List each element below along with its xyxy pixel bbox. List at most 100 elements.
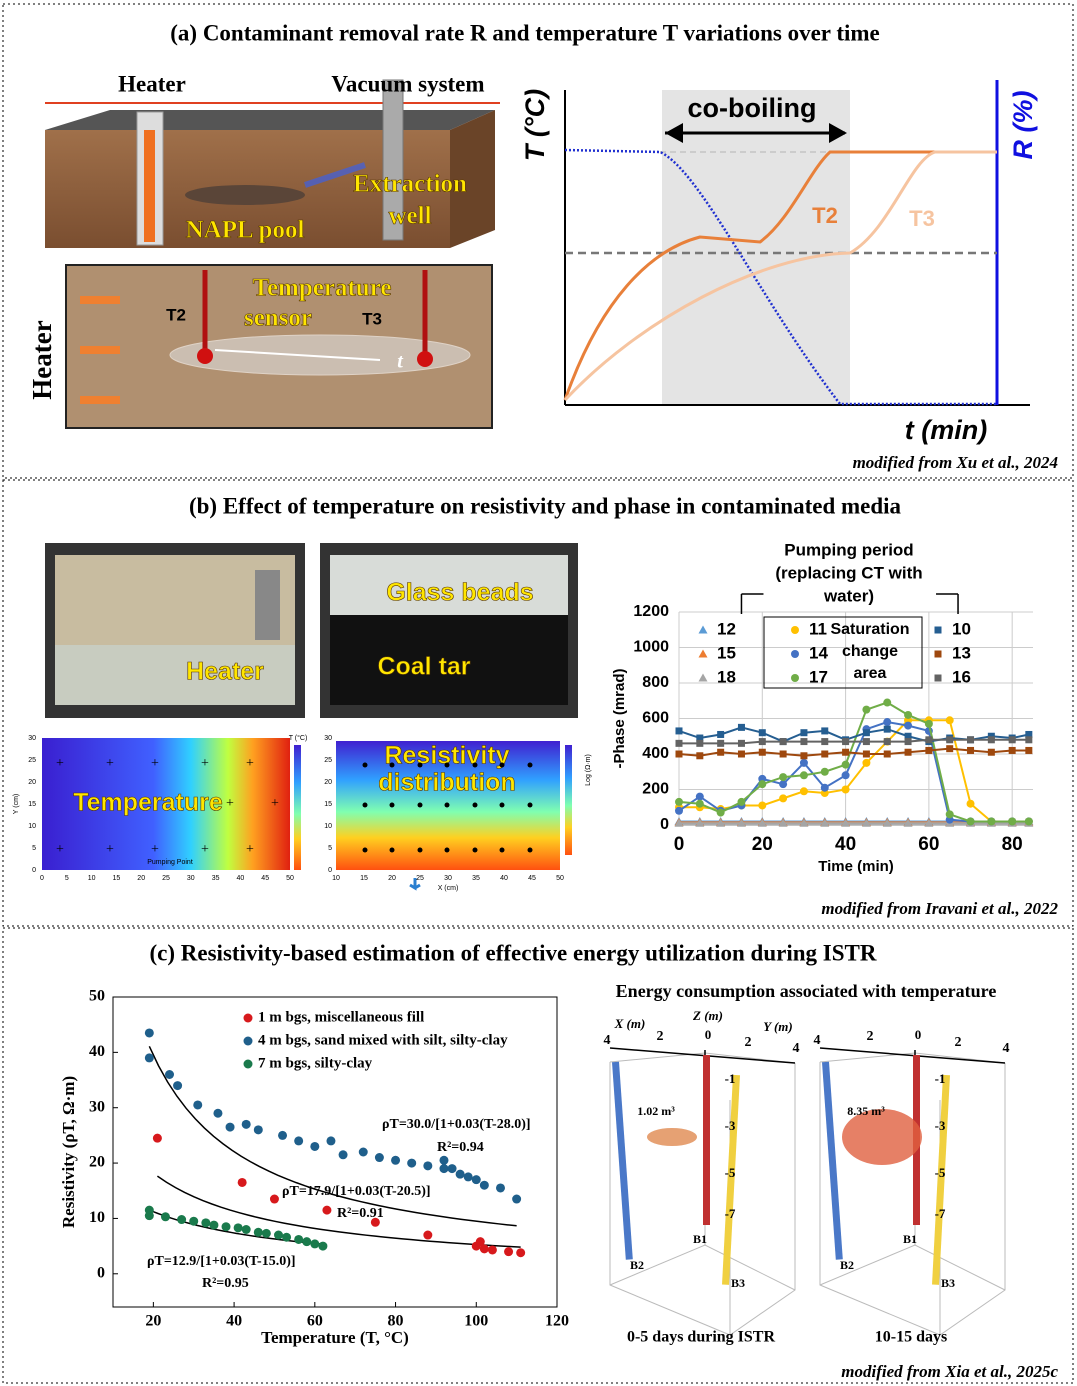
point (160, 1212, 170, 1222)
electrode (362, 847, 368, 853)
label: T2 (166, 305, 186, 324)
point (144, 1028, 154, 1038)
legend-label: 15 (717, 643, 736, 662)
point (294, 1136, 304, 1146)
point (841, 760, 850, 769)
y-tick-label: 30 (89, 1098, 105, 1115)
tick-label: 40 (500, 875, 508, 882)
point (799, 818, 809, 827)
x-tick-label: 40 (226, 1313, 242, 1330)
label: t (397, 351, 404, 373)
point (221, 1222, 231, 1232)
curve-label: T2 (812, 203, 838, 228)
tick-label: 25 (162, 875, 170, 882)
point (675, 806, 683, 815)
equation: ρT=17.9/[1+0.03(T-20.5)] (282, 1184, 431, 1199)
y-tick-label: 50 (89, 988, 105, 1005)
y-tick-label: 800 (642, 674, 669, 691)
point (165, 1070, 175, 1079)
axis-label: Y (cm) (13, 794, 20, 814)
point (695, 818, 705, 827)
legend-marker (791, 674, 799, 682)
legend-marker (698, 673, 708, 682)
box-edges (819, 1052, 1006, 1336)
annotation: (replacing CT with (775, 563, 922, 582)
tick-label: 45 (261, 875, 269, 882)
probe: + (106, 842, 114, 857)
point (862, 750, 870, 758)
point (903, 818, 913, 827)
electrode (417, 762, 423, 768)
point (883, 725, 891, 733)
y-tick-label: 400 (642, 745, 669, 762)
axis-label: X (m) (614, 1016, 646, 1031)
axis-label: X (cm) (438, 885, 459, 892)
point (1024, 817, 1033, 826)
label: Pumping Point (147, 859, 193, 866)
point (696, 739, 704, 747)
y-tick-label: 1000 (633, 639, 669, 656)
tick-label: 5 (65, 875, 69, 882)
plot-frame (112, 996, 558, 1308)
point (455, 1169, 465, 1179)
point (374, 1153, 384, 1163)
x-tick-label: 80 (1002, 834, 1023, 855)
tick-label: 30 (324, 735, 332, 742)
electrode (389, 762, 395, 768)
label: Glass beads (386, 579, 533, 607)
tick-label: 25 (324, 757, 332, 764)
point (924, 818, 934, 827)
point (423, 1161, 433, 1171)
r-squared: R²=0.95 (202, 1276, 249, 1291)
electrode (472, 847, 478, 853)
point (841, 818, 851, 827)
axis-label: R (%) (1008, 91, 1038, 160)
point (967, 746, 975, 754)
tick-label: 30 (187, 875, 195, 882)
point (225, 1122, 235, 1132)
caption: 10-15 days (875, 1329, 947, 1346)
point (233, 1223, 243, 1233)
axis-label: Time (min) (818, 858, 894, 875)
legend-label: 4 m bgs, sand mixed with silt, silty-cla… (258, 1032, 508, 1048)
point (193, 1100, 203, 1110)
legend-label: 16 (952, 667, 971, 686)
axis-label: Temperature (T, °C) (261, 1328, 409, 1347)
legend-note: Saturation (830, 621, 909, 638)
point (318, 1241, 328, 1251)
tick-label: 30 (28, 735, 36, 742)
volume-label: 1.02 m³ (637, 1104, 675, 1118)
legend-label: 12 (717, 619, 736, 638)
axis-label: T (°C) (520, 89, 550, 161)
point (326, 1136, 336, 1146)
label: distribution (378, 769, 515, 797)
point (475, 1237, 485, 1247)
point (758, 748, 766, 756)
legend-label: 17 (809, 667, 828, 686)
legend-label: 13 (952, 643, 971, 662)
legend-marker (698, 649, 708, 658)
point (675, 750, 683, 758)
point (479, 1244, 489, 1254)
point (1008, 817, 1017, 826)
point (737, 739, 745, 747)
tick-label: 4 (793, 1041, 800, 1056)
probe: + (56, 842, 64, 857)
electrode (499, 762, 505, 768)
point (883, 738, 891, 746)
point (675, 727, 683, 735)
tick-label: 20 (28, 779, 36, 786)
label: Temperature (253, 275, 392, 302)
point (882, 818, 892, 827)
schematic: Heater Vacuum system Extraction well NAP… (27, 71, 500, 429)
point (841, 785, 850, 794)
well (703, 1055, 710, 1225)
electrode (472, 762, 478, 768)
label: NAPL pool (186, 217, 305, 244)
point (904, 721, 913, 730)
point (946, 736, 954, 744)
label: Heater (118, 71, 186, 96)
point (213, 1108, 223, 1118)
legend-label: 11 (809, 619, 827, 638)
point (504, 1247, 514, 1257)
